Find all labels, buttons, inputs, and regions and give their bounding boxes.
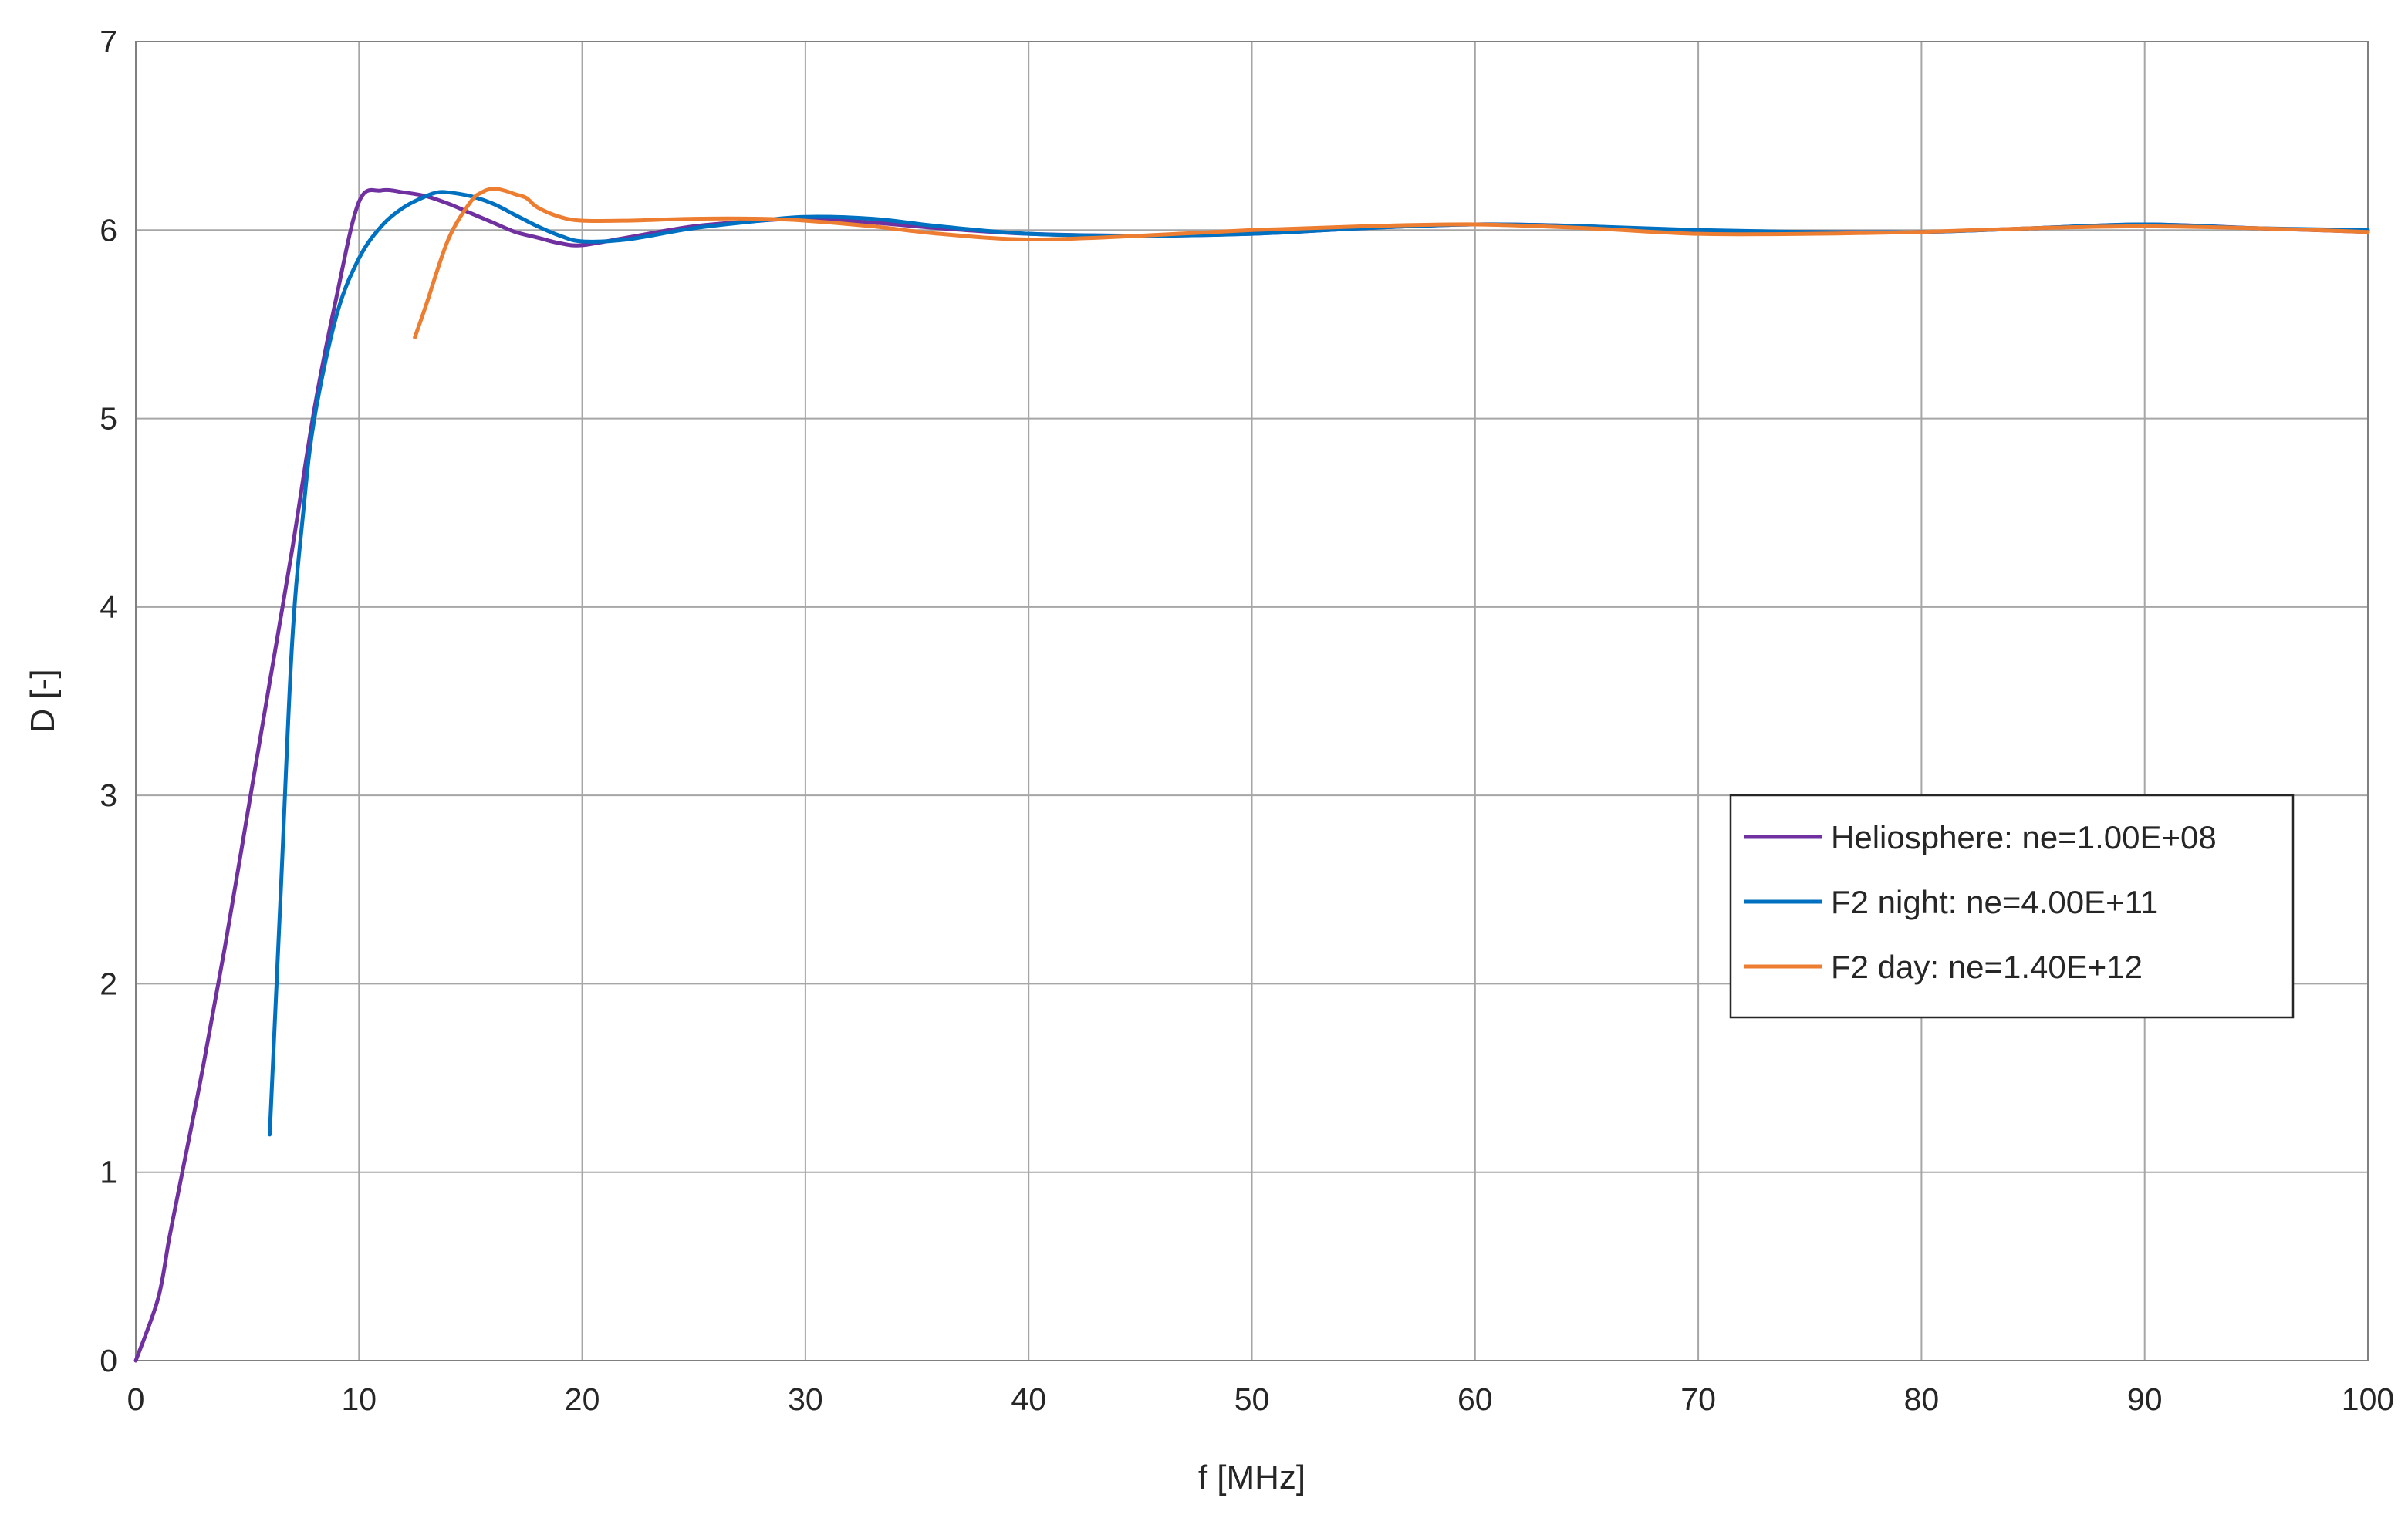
legend-label-2: F2 day: ne=1.40E+12: [1831, 949, 2143, 985]
x-axis-title: f [MHz]: [1198, 1459, 1305, 1496]
x-tick-label: 60: [1457, 1381, 1493, 1417]
x-tick-label: 40: [1011, 1381, 1046, 1417]
legend: Heliosphere: ne=1.00E+08 F2 night: ne=4.0…: [1729, 794, 2295, 1019]
x-tick-label: 90: [2127, 1381, 2163, 1417]
x-tick-label: 100: [2342, 1381, 2394, 1417]
y-tick-label: 6: [100, 212, 117, 248]
y-tick-label: 3: [100, 778, 117, 813]
y-tick-label: 0: [100, 1343, 117, 1378]
series-line-1: [268, 190, 2370, 1137]
legend-box: [1729, 794, 2295, 1019]
y-tick-label: 2: [100, 966, 117, 1001]
x-tick-label: 80: [1904, 1381, 1940, 1417]
legend-label-1: F2 night: ne=4.00E+11: [1831, 884, 2158, 920]
x-tick-label: 10: [341, 1381, 377, 1417]
series-line-2: [413, 186, 2370, 340]
x-tick-label: 0: [127, 1381, 145, 1417]
x-tick-label: 20: [565, 1381, 600, 1417]
tick-labels: 0 10 20 30 40 50 60 70 80 90 100 0 1 2 3 4 5 6 7: [100, 24, 2394, 1417]
y-tick-label: 7: [100, 24, 117, 59]
plot-area: [135, 41, 2369, 1361]
y-axis-title: D [-]: [24, 669, 62, 733]
x-tick-label: 50: [1234, 1381, 1270, 1417]
x-tick-label: 70: [1680, 1381, 1716, 1417]
y-tick-label: 4: [100, 589, 117, 625]
series-lines: [133, 186, 2370, 1363]
y-tick-label: 1: [100, 1155, 117, 1190]
legend-label-0: Heliosphere: ne=1.00E+08: [1831, 819, 2217, 855]
x-tick-label: 30: [788, 1381, 823, 1417]
y-tick-label: 5: [100, 401, 117, 437]
